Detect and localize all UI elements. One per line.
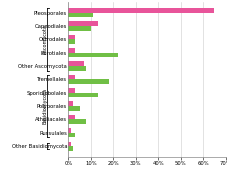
Bar <box>68 75 75 79</box>
Bar <box>68 146 73 151</box>
Bar <box>68 106 79 111</box>
Bar <box>68 35 75 39</box>
Bar <box>68 119 86 124</box>
Text: Ascomycota: Ascomycota <box>43 24 47 54</box>
Bar <box>68 79 108 84</box>
Bar <box>68 53 117 57</box>
Bar <box>68 101 73 106</box>
Bar <box>68 115 75 119</box>
Text: Basidiomycota: Basidiomycota <box>43 88 47 124</box>
Bar <box>68 48 75 53</box>
Bar <box>68 21 97 26</box>
Bar <box>68 88 75 93</box>
Bar <box>68 142 70 146</box>
Bar <box>68 13 93 17</box>
Bar <box>68 8 214 13</box>
Bar <box>68 66 86 71</box>
Bar <box>68 26 91 31</box>
Bar <box>68 128 70 133</box>
Bar <box>68 61 84 66</box>
Bar <box>68 39 75 44</box>
Bar <box>68 93 97 97</box>
Bar <box>68 133 75 138</box>
